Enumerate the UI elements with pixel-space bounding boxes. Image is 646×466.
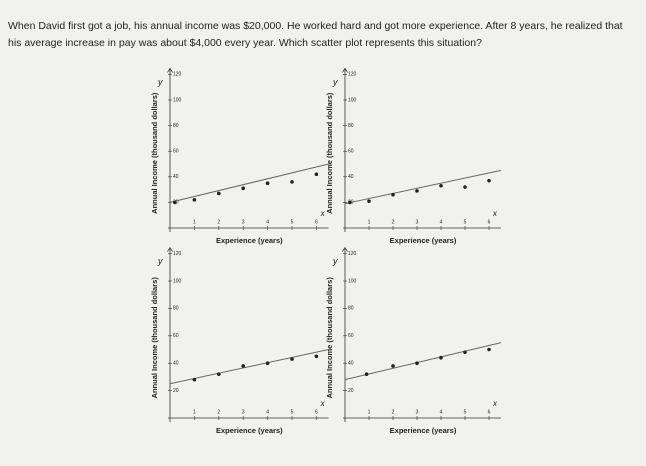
- y-axis-title: Annual Income (thousand dollars): [150, 92, 159, 214]
- y-axis-title: Annual Income (thousand dollars): [150, 277, 159, 399]
- point: [217, 191, 221, 196]
- point: [290, 357, 294, 361]
- x-tick-label: 2: [217, 219, 220, 225]
- point: [314, 172, 319, 177]
- x-tick-label: 6: [488, 409, 491, 415]
- y-tick-label: 40: [173, 174, 179, 180]
- y-axis-letter: y: [157, 256, 163, 266]
- x-axis-title: Experience (years): [390, 236, 457, 245]
- x-axis-letter: x: [492, 209, 498, 218]
- y-tick-label: 100: [173, 97, 182, 103]
- y-tick-label: 20: [173, 388, 179, 394]
- point: [290, 180, 294, 184]
- y-tick-label: 120: [173, 251, 182, 257]
- point: [439, 355, 443, 360]
- x-tick-label: 1: [193, 219, 196, 225]
- x-axis-letter: x: [320, 209, 326, 218]
- point: [217, 372, 221, 376]
- x-axis-letter: x: [320, 399, 326, 408]
- y-axis-title: Annual Income (thousand dollars): [325, 92, 334, 214]
- point: [265, 181, 270, 185]
- point: [367, 199, 371, 203]
- x-tick-label: 5: [464, 219, 467, 225]
- point: [348, 200, 352, 205]
- point: [487, 347, 491, 352]
- trend-line: [344, 169, 502, 205]
- x-tick-label: 4: [266, 219, 269, 225]
- point: [439, 183, 443, 188]
- x-tick-label: 4: [440, 409, 443, 415]
- point: [463, 185, 467, 189]
- point: [173, 200, 177, 205]
- y-tick-label: 20: [348, 388, 354, 394]
- y-tick-label: 80: [173, 123, 179, 129]
- y-tick-label: 120: [348, 251, 357, 257]
- x-tick-label: 2: [217, 409, 220, 415]
- x-tick-label: 4: [440, 219, 443, 225]
- y-tick-label: 80: [348, 123, 354, 129]
- point: [463, 350, 467, 355]
- x-tick-label: 3: [242, 219, 245, 225]
- y-axis-letter: y: [332, 77, 338, 87]
- point: [265, 361, 270, 366]
- y-tick-label: 60: [348, 149, 354, 155]
- x-axis-title: Experience (years): [390, 426, 457, 435]
- x-tick-label: 3: [242, 409, 245, 415]
- point: [241, 364, 245, 368]
- x-tick-label: 5: [464, 409, 467, 415]
- point: [415, 189, 419, 193]
- trend-line: [169, 349, 329, 385]
- y-axis-letter: y: [332, 256, 338, 266]
- point: [314, 354, 319, 359]
- point: [364, 372, 369, 376]
- point: [487, 178, 491, 183]
- point: [415, 361, 419, 366]
- y-axis-arrow: [342, 67, 348, 73]
- x-tick-label: 1: [368, 219, 371, 225]
- y-axis-arrow: [167, 67, 173, 73]
- y-axis-letter: y: [157, 77, 163, 87]
- y-tick-label: 80: [348, 306, 354, 312]
- x-tick-label: 1: [368, 409, 371, 415]
- y-tick-label: 100: [348, 278, 357, 284]
- x-tick-label: 2: [392, 409, 395, 415]
- y-axis-arrow: [342, 246, 348, 252]
- y-tick-label: 40: [348, 174, 354, 180]
- x-tick-label: 1: [193, 409, 196, 415]
- x-tick-label: 6: [315, 219, 318, 225]
- y-tick-label: 60: [173, 333, 179, 339]
- y-tick-label: 120: [348, 72, 357, 78]
- y-tick-label: 40: [173, 361, 179, 367]
- y-tick-label: 60: [348, 333, 354, 339]
- y-tick-label: 60: [173, 149, 179, 155]
- x-tick-label: 4: [266, 409, 269, 415]
- y-axis-arrow: [167, 246, 173, 252]
- y-axis-title: Annual Income (thousand dollars): [325, 277, 334, 399]
- y-tick-label: 40: [348, 361, 354, 367]
- x-tick-label: 5: [291, 219, 294, 225]
- point: [192, 198, 197, 202]
- y-tick-label: 120: [173, 72, 182, 78]
- x-axis-letter: x: [492, 399, 498, 408]
- x-tick-label: 6: [315, 409, 318, 415]
- point: [192, 377, 197, 382]
- x-axis-title: Experience (years): [216, 236, 283, 245]
- trend-line: [344, 342, 502, 381]
- point: [241, 186, 245, 191]
- y-tick-label: 80: [173, 306, 179, 312]
- point: [391, 364, 395, 368]
- y-tick-label: 100: [348, 97, 357, 103]
- y-tick-label: 100: [173, 278, 182, 284]
- x-tick-label: 5: [291, 409, 294, 415]
- x-axis-title: Experience (years): [216, 426, 283, 435]
- trend-line: [169, 163, 329, 203]
- point: [391, 192, 395, 197]
- x-tick-label: 6: [488, 219, 491, 225]
- x-tick-label: 2: [392, 219, 395, 225]
- question-text: When David first got a job, his annual i…: [8, 20, 623, 49]
- x-tick-label: 3: [416, 219, 419, 225]
- x-tick-label: 3: [416, 409, 419, 415]
